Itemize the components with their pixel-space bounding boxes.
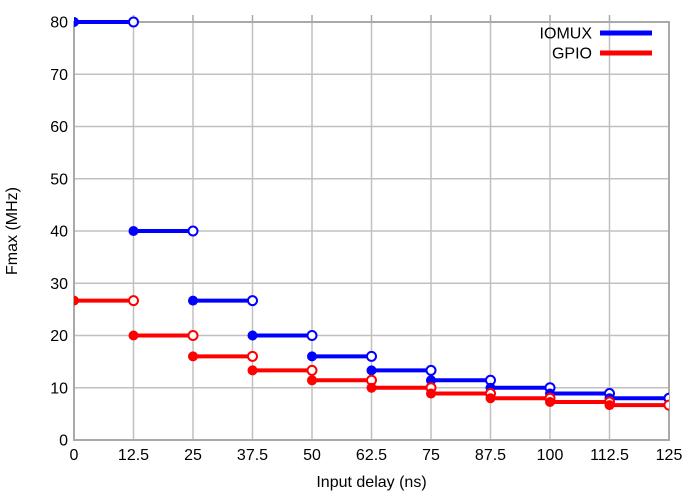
x-tick-label: 100: [537, 447, 564, 464]
y-axis-label: Fmax (MHz): [4, 187, 21, 275]
x-tick-label: 87.5: [475, 447, 506, 464]
marker-open: [128, 295, 139, 307]
marker-open: [247, 295, 258, 307]
x-tick-label: 75: [422, 447, 440, 464]
marker-filled: [426, 375, 436, 386]
marker-filled: [74, 295, 79, 306]
series-gpio: [74, 295, 669, 411]
x-tick-label: 37.5: [237, 447, 268, 464]
marker-open: [306, 364, 318, 376]
marker-filled: [307, 375, 317, 386]
y-tick-label: 30: [50, 276, 68, 293]
marker-filled: [426, 388, 436, 399]
marker-open: [425, 364, 437, 376]
marker-filled: [188, 351, 198, 362]
marker-filled: [366, 365, 377, 376]
y-tick-label: 80: [50, 15, 68, 32]
marker-open: [247, 350, 258, 362]
marker-open: [306, 330, 318, 341]
x-tick-label: 50: [303, 447, 321, 464]
y-tick-label: 0: [59, 433, 68, 450]
y-tick-label: 20: [50, 328, 68, 345]
legend-label-gpio: GPIO: [552, 46, 592, 63]
y-tick-label: 10: [50, 380, 68, 397]
marker-filled: [128, 330, 139, 341]
marker-filled: [128, 226, 139, 236]
marker-filled: [545, 397, 555, 408]
x-tick-label: 0: [70, 447, 79, 464]
marker-open: [187, 330, 199, 341]
y-tick-label: 40: [50, 224, 68, 241]
x-tick-label: 25: [184, 447, 202, 464]
x-axis-label: Input delay (ns): [316, 474, 426, 491]
y-tick-label: 60: [50, 119, 68, 136]
marker-filled: [307, 351, 317, 362]
marker-open: [366, 350, 377, 362]
marker-filled: [366, 382, 377, 393]
marker-filled: [247, 330, 258, 341]
marker-filled: [74, 17, 79, 27]
x-tick-label: 62.5: [356, 447, 387, 464]
y-tick-label: 70: [50, 67, 68, 84]
marker-open: [663, 399, 669, 411]
marker-filled: [604, 400, 615, 411]
plot-border: [73, 21, 670, 441]
marker-open: [187, 225, 199, 237]
y-tick-label: 50: [50, 171, 68, 188]
marker-filled: [188, 295, 198, 306]
x-tick-label: 112.5: [590, 447, 629, 464]
legend-label-iomux: IOMUX: [540, 26, 593, 43]
marker-open: [128, 16, 139, 28]
x-tick-label: 12.5: [118, 447, 149, 464]
marker-filled: [485, 393, 496, 404]
x-tick-label: 125: [656, 447, 683, 464]
marker-filled: [247, 365, 258, 376]
